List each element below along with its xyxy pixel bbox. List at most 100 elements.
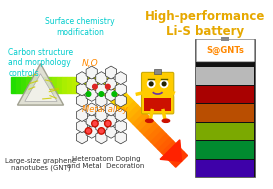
Polygon shape xyxy=(76,94,88,107)
Polygon shape xyxy=(76,120,88,133)
Polygon shape xyxy=(96,120,107,133)
Polygon shape xyxy=(115,120,126,133)
Circle shape xyxy=(106,122,110,125)
Polygon shape xyxy=(96,108,107,122)
Polygon shape xyxy=(105,77,117,90)
Polygon shape xyxy=(105,125,117,138)
Circle shape xyxy=(98,128,105,134)
Polygon shape xyxy=(108,87,123,102)
Polygon shape xyxy=(151,130,166,146)
Polygon shape xyxy=(154,134,170,149)
Text: Metal alloy: Metal alloy xyxy=(82,105,128,114)
Polygon shape xyxy=(172,152,188,167)
Polygon shape xyxy=(97,77,102,93)
Polygon shape xyxy=(17,64,64,105)
Polygon shape xyxy=(115,94,130,110)
Polygon shape xyxy=(129,109,145,124)
Polygon shape xyxy=(36,77,41,93)
Polygon shape xyxy=(86,66,97,79)
Polygon shape xyxy=(115,72,126,85)
Circle shape xyxy=(162,82,166,86)
FancyBboxPatch shape xyxy=(141,72,174,114)
Text: Carbon structure
and morphology
controls: Carbon structure and morphology controls xyxy=(8,48,73,78)
Circle shape xyxy=(99,92,104,96)
Polygon shape xyxy=(41,77,46,93)
Polygon shape xyxy=(25,74,57,101)
Circle shape xyxy=(175,91,183,99)
Circle shape xyxy=(93,84,97,89)
Polygon shape xyxy=(147,127,163,142)
Polygon shape xyxy=(11,77,16,93)
Polygon shape xyxy=(161,141,177,156)
Circle shape xyxy=(149,82,153,86)
Polygon shape xyxy=(133,112,148,128)
Polygon shape xyxy=(140,119,156,135)
Polygon shape xyxy=(112,91,127,106)
Polygon shape xyxy=(86,103,97,116)
Polygon shape xyxy=(67,77,72,93)
Circle shape xyxy=(86,92,91,96)
Polygon shape xyxy=(52,77,57,93)
Polygon shape xyxy=(169,148,184,164)
Text: High-performance
Li-S battery: High-performance Li-S battery xyxy=(144,10,265,38)
Polygon shape xyxy=(57,77,62,93)
Bar xyxy=(196,67,254,85)
Polygon shape xyxy=(144,123,159,138)
Circle shape xyxy=(112,92,117,96)
Polygon shape xyxy=(158,138,173,153)
Text: Large-size graphene
nanotubes (GNT): Large-size graphene nanotubes (GNT) xyxy=(5,158,76,171)
Polygon shape xyxy=(86,114,97,127)
Polygon shape xyxy=(62,77,67,93)
Polygon shape xyxy=(86,88,97,101)
Circle shape xyxy=(85,128,92,134)
Polygon shape xyxy=(115,108,126,122)
Polygon shape xyxy=(101,77,113,93)
Bar xyxy=(196,160,254,177)
Polygon shape xyxy=(115,131,126,144)
Polygon shape xyxy=(72,77,77,93)
FancyBboxPatch shape xyxy=(196,40,254,62)
Polygon shape xyxy=(165,145,180,160)
Polygon shape xyxy=(119,98,134,113)
Text: Surface chemistry
modification: Surface chemistry modification xyxy=(45,18,115,37)
Polygon shape xyxy=(76,131,88,144)
Text: N,O: N,O xyxy=(82,59,99,68)
Bar xyxy=(221,37,229,41)
Polygon shape xyxy=(76,83,88,96)
Polygon shape xyxy=(87,77,92,93)
Polygon shape xyxy=(115,83,126,96)
Ellipse shape xyxy=(162,119,170,122)
Polygon shape xyxy=(96,72,107,85)
Polygon shape xyxy=(105,114,117,127)
Polygon shape xyxy=(76,108,88,122)
Text: Heteroatom Doping
and Metal  Decoration: Heteroatom Doping and Metal Decoration xyxy=(67,156,145,169)
Circle shape xyxy=(87,129,90,133)
Polygon shape xyxy=(76,72,88,85)
Text: S@GNTs: S@GNTs xyxy=(206,46,244,55)
Circle shape xyxy=(161,80,168,88)
Polygon shape xyxy=(105,66,117,79)
Polygon shape xyxy=(122,101,138,117)
Polygon shape xyxy=(105,84,120,99)
Polygon shape xyxy=(160,140,182,161)
Polygon shape xyxy=(86,77,97,90)
Polygon shape xyxy=(77,77,82,93)
Polygon shape xyxy=(115,94,126,107)
Polygon shape xyxy=(86,125,97,138)
Circle shape xyxy=(100,129,103,133)
Bar xyxy=(196,123,254,140)
Polygon shape xyxy=(21,77,26,93)
Bar xyxy=(154,69,161,74)
Bar xyxy=(196,104,254,122)
Polygon shape xyxy=(105,88,117,101)
Polygon shape xyxy=(105,103,117,116)
Polygon shape xyxy=(31,77,36,93)
Polygon shape xyxy=(26,77,31,93)
Polygon shape xyxy=(136,116,152,131)
Circle shape xyxy=(93,122,97,125)
Circle shape xyxy=(147,80,155,88)
Polygon shape xyxy=(101,80,116,95)
Circle shape xyxy=(105,120,111,127)
Polygon shape xyxy=(82,77,87,93)
Circle shape xyxy=(106,84,110,89)
